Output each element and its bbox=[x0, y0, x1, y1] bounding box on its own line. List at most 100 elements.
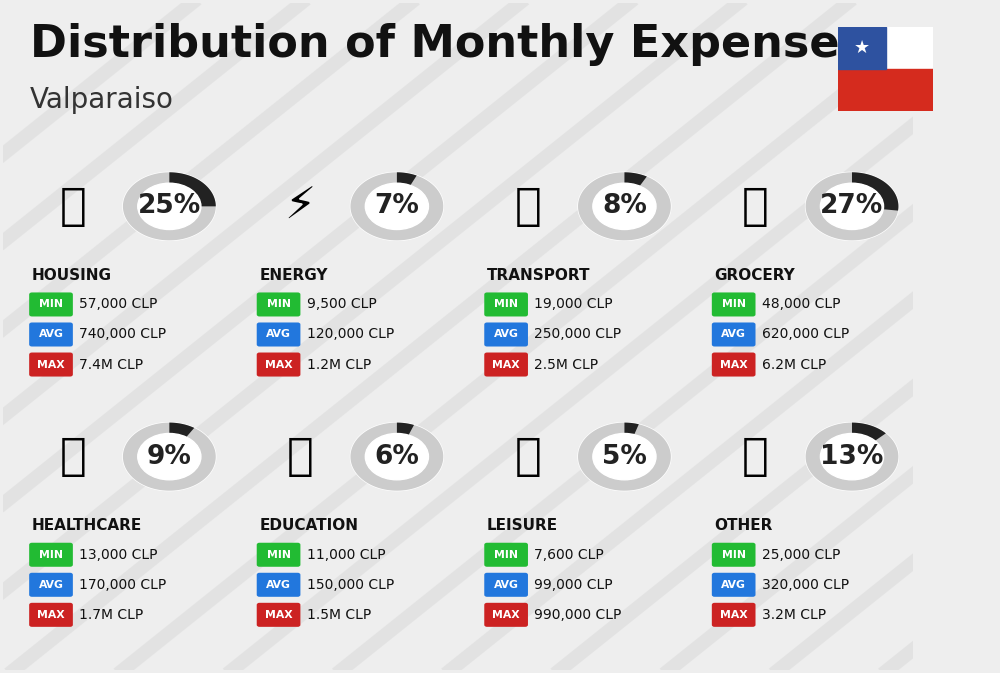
Text: 💰: 💰 bbox=[742, 435, 769, 478]
Circle shape bbox=[365, 433, 428, 480]
Text: MIN: MIN bbox=[39, 299, 63, 310]
Polygon shape bbox=[578, 423, 671, 491]
FancyBboxPatch shape bbox=[257, 322, 300, 347]
Text: TRANSPORT: TRANSPORT bbox=[487, 268, 591, 283]
Text: AVG: AVG bbox=[266, 330, 291, 339]
Text: 620,000 CLP: 620,000 CLP bbox=[762, 328, 849, 341]
FancyBboxPatch shape bbox=[484, 353, 528, 377]
Text: 13,000 CLP: 13,000 CLP bbox=[79, 548, 158, 562]
Circle shape bbox=[365, 183, 428, 229]
Polygon shape bbox=[624, 423, 639, 435]
Text: 2.5M CLP: 2.5M CLP bbox=[534, 357, 598, 371]
Polygon shape bbox=[806, 172, 898, 240]
Polygon shape bbox=[806, 423, 898, 491]
Text: 1.5M CLP: 1.5M CLP bbox=[307, 608, 371, 622]
Text: 320,000 CLP: 320,000 CLP bbox=[762, 578, 849, 592]
Text: 19,000 CLP: 19,000 CLP bbox=[534, 297, 613, 312]
Text: 6%: 6% bbox=[374, 444, 419, 470]
Text: MIN: MIN bbox=[722, 550, 746, 560]
Circle shape bbox=[593, 433, 656, 480]
Polygon shape bbox=[350, 423, 443, 491]
Text: AVG: AVG bbox=[39, 579, 63, 590]
Text: 7%: 7% bbox=[374, 193, 419, 219]
Text: 3.2M CLP: 3.2M CLP bbox=[762, 608, 826, 622]
Text: AVG: AVG bbox=[494, 330, 519, 339]
Text: MAX: MAX bbox=[492, 610, 520, 620]
Text: MAX: MAX bbox=[265, 610, 292, 620]
FancyBboxPatch shape bbox=[484, 573, 528, 597]
Bar bbox=[838, 69, 933, 111]
Text: 27%: 27% bbox=[820, 193, 884, 219]
Text: MAX: MAX bbox=[720, 610, 747, 620]
FancyBboxPatch shape bbox=[29, 542, 73, 567]
Polygon shape bbox=[578, 172, 671, 240]
FancyBboxPatch shape bbox=[257, 353, 300, 377]
FancyBboxPatch shape bbox=[257, 542, 300, 567]
Polygon shape bbox=[169, 172, 216, 207]
Text: MIN: MIN bbox=[494, 299, 518, 310]
Text: AVG: AVG bbox=[721, 579, 746, 590]
Text: 11,000 CLP: 11,000 CLP bbox=[307, 548, 385, 562]
Polygon shape bbox=[123, 172, 216, 240]
Text: 150,000 CLP: 150,000 CLP bbox=[307, 578, 394, 592]
Text: MIN: MIN bbox=[267, 299, 291, 310]
Circle shape bbox=[820, 433, 884, 480]
FancyBboxPatch shape bbox=[712, 573, 756, 597]
Polygon shape bbox=[169, 423, 194, 437]
Text: MAX: MAX bbox=[720, 359, 747, 369]
Text: 🛍: 🛍 bbox=[515, 435, 541, 478]
Text: 💓: 💓 bbox=[59, 435, 86, 478]
Text: 25,000 CLP: 25,000 CLP bbox=[762, 548, 840, 562]
Text: 25%: 25% bbox=[138, 193, 201, 219]
FancyBboxPatch shape bbox=[484, 542, 528, 567]
Polygon shape bbox=[397, 423, 414, 435]
Text: Distribution of Monthly Expenses: Distribution of Monthly Expenses bbox=[30, 23, 866, 66]
Circle shape bbox=[593, 183, 656, 229]
FancyBboxPatch shape bbox=[712, 542, 756, 567]
Text: AVG: AVG bbox=[721, 330, 746, 339]
FancyBboxPatch shape bbox=[29, 573, 73, 597]
FancyBboxPatch shape bbox=[257, 603, 300, 627]
Polygon shape bbox=[397, 172, 417, 185]
Text: 7,600 CLP: 7,600 CLP bbox=[534, 548, 604, 562]
Polygon shape bbox=[578, 423, 671, 491]
Text: AVG: AVG bbox=[39, 330, 63, 339]
Text: 48,000 CLP: 48,000 CLP bbox=[762, 297, 840, 312]
Text: 🎓: 🎓 bbox=[287, 435, 314, 478]
Text: 5%: 5% bbox=[602, 444, 647, 470]
Text: 🛒: 🛒 bbox=[742, 185, 769, 228]
FancyBboxPatch shape bbox=[257, 573, 300, 597]
Polygon shape bbox=[350, 172, 443, 240]
Text: 990,000 CLP: 990,000 CLP bbox=[534, 608, 622, 622]
Text: 13%: 13% bbox=[820, 444, 884, 470]
Bar bbox=[838, 27, 886, 69]
Text: GROCERY: GROCERY bbox=[715, 268, 795, 283]
Polygon shape bbox=[852, 172, 898, 211]
Text: 9%: 9% bbox=[147, 444, 192, 470]
FancyBboxPatch shape bbox=[29, 322, 73, 347]
Text: 99,000 CLP: 99,000 CLP bbox=[534, 578, 613, 592]
Polygon shape bbox=[806, 172, 898, 240]
Text: 8%: 8% bbox=[602, 193, 647, 219]
FancyBboxPatch shape bbox=[29, 603, 73, 627]
FancyBboxPatch shape bbox=[484, 293, 528, 316]
Text: 170,000 CLP: 170,000 CLP bbox=[79, 578, 166, 592]
Text: MIN: MIN bbox=[39, 550, 63, 560]
Text: MAX: MAX bbox=[265, 359, 292, 369]
Text: AVG: AVG bbox=[266, 579, 291, 590]
Text: 120,000 CLP: 120,000 CLP bbox=[307, 328, 394, 341]
Text: MIN: MIN bbox=[494, 550, 518, 560]
Text: 9,500 CLP: 9,500 CLP bbox=[307, 297, 377, 312]
Text: 57,000 CLP: 57,000 CLP bbox=[79, 297, 158, 312]
Text: MIN: MIN bbox=[267, 550, 291, 560]
Text: MIN: MIN bbox=[722, 299, 746, 310]
FancyBboxPatch shape bbox=[712, 603, 756, 627]
Text: Valparaiso: Valparaiso bbox=[30, 86, 174, 114]
FancyBboxPatch shape bbox=[29, 293, 73, 316]
Text: 1.7M CLP: 1.7M CLP bbox=[79, 608, 143, 622]
FancyBboxPatch shape bbox=[712, 293, 756, 316]
Text: OTHER: OTHER bbox=[715, 518, 773, 533]
Text: 6.2M CLP: 6.2M CLP bbox=[762, 357, 826, 371]
Text: ⚡: ⚡ bbox=[285, 185, 316, 228]
Text: 🚌: 🚌 bbox=[515, 185, 541, 228]
